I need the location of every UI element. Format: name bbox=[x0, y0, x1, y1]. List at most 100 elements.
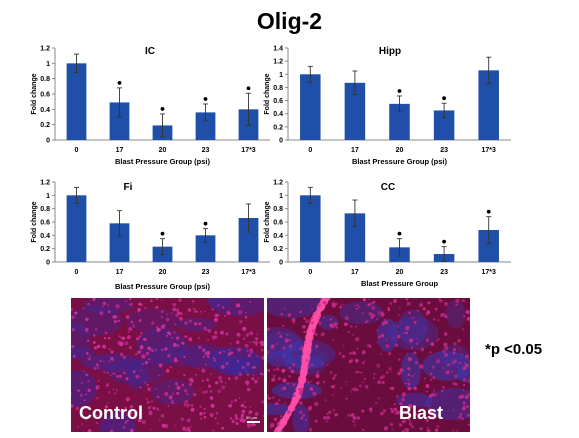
olig2-nucleus bbox=[281, 325, 284, 327]
y-axis-label: Fold change bbox=[264, 73, 271, 114]
olig2-nucleus bbox=[356, 304, 359, 307]
olig2-nucleus bbox=[117, 319, 120, 323]
olig2-nucleus bbox=[355, 337, 360, 342]
x-tick-label: 0 bbox=[75, 147, 79, 154]
olig2-nucleus bbox=[326, 412, 329, 415]
olig2-nucleus bbox=[383, 318, 386, 321]
significance-marker bbox=[442, 96, 446, 101]
olig2-nucleus bbox=[245, 333, 249, 337]
olig2-nucleus bbox=[303, 316, 307, 320]
olig2-nucleus bbox=[106, 371, 109, 374]
olig2-nucleus bbox=[179, 316, 183, 321]
olig2-nucleus bbox=[136, 337, 140, 341]
scale-bar-label: 50 µm bbox=[246, 415, 258, 420]
olig2-nucleus bbox=[240, 403, 245, 408]
olig2-nucleus bbox=[185, 430, 187, 432]
olig2-nucleus bbox=[312, 391, 317, 396]
olig2-nucleus bbox=[118, 374, 123, 378]
olig2-nucleus bbox=[155, 298, 159, 301]
olig2-nucleus bbox=[299, 401, 303, 405]
olig2-nucleus bbox=[368, 298, 370, 301]
olig2-nucleus bbox=[422, 307, 426, 311]
olig2-nucleus bbox=[251, 366, 255, 369]
dapi-region bbox=[398, 309, 428, 346]
olig2-nucleus bbox=[320, 332, 325, 337]
olig2-nucleus bbox=[183, 403, 186, 406]
olig2-nucleus bbox=[224, 382, 227, 384]
olig2-nucleus bbox=[227, 352, 231, 356]
olig2-nucleus bbox=[122, 426, 126, 429]
olig2-nucleus bbox=[244, 400, 246, 403]
olig2-nucleus bbox=[441, 389, 444, 393]
olig2-nucleus bbox=[184, 321, 188, 325]
olig2-nucleus bbox=[366, 319, 369, 323]
olig2-nucleus bbox=[104, 331, 108, 335]
olig2-nucleus bbox=[212, 429, 215, 432]
olig2-nucleus bbox=[358, 384, 362, 388]
olig2-nucleus bbox=[125, 300, 127, 302]
olig2-nucleus bbox=[355, 370, 358, 374]
olig2-nucleus bbox=[172, 392, 174, 395]
olig2-nucleus bbox=[132, 415, 137, 419]
olig2-nucleus bbox=[219, 379, 223, 384]
olig2-nucleus bbox=[170, 400, 175, 405]
olig2-nucleus bbox=[278, 399, 281, 402]
olig2-nucleus bbox=[235, 340, 240, 344]
olig2-nucleus bbox=[182, 426, 187, 431]
olig2-nucleus bbox=[179, 312, 183, 315]
dapi-region bbox=[71, 370, 97, 407]
olig2-nucleus bbox=[408, 403, 413, 409]
x-tick-label: 17*3 bbox=[241, 269, 256, 276]
olig2-nucleus bbox=[215, 381, 219, 385]
bar bbox=[195, 112, 216, 140]
olig2-nucleus bbox=[307, 314, 310, 317]
olig2-nucleus bbox=[311, 321, 314, 325]
olig2-nucleus bbox=[124, 341, 129, 346]
olig2-nucleus bbox=[340, 386, 342, 389]
x-axis-label: Blast Pressure Group (psi) bbox=[352, 157, 448, 166]
olig2-nucleus bbox=[334, 413, 338, 417]
olig2-nucleus bbox=[371, 305, 376, 310]
olig2-nucleus bbox=[261, 355, 264, 360]
dapi-region bbox=[99, 412, 136, 432]
olig2-nucleus bbox=[332, 377, 336, 380]
olig2-nucleus bbox=[347, 323, 350, 326]
y-tick-label: 0 bbox=[46, 260, 50, 267]
olig2-nucleus bbox=[276, 422, 280, 426]
dapi-region bbox=[267, 332, 303, 355]
x-tick-label: 23 bbox=[440, 269, 448, 276]
olig2-nucleus bbox=[372, 300, 376, 304]
olig2-nucleus bbox=[269, 424, 273, 429]
olig2-nucleus bbox=[112, 372, 115, 375]
olig2-nucleus bbox=[356, 388, 359, 392]
olig2-nucleus bbox=[420, 347, 425, 352]
olig2-nucleus bbox=[199, 388, 201, 391]
olig2-nucleus bbox=[141, 420, 146, 424]
olig2-nucleus bbox=[349, 390, 352, 393]
olig2-nucleus bbox=[176, 336, 180, 340]
olig2-nucleus bbox=[428, 394, 433, 398]
olig2-nucleus bbox=[267, 368, 270, 372]
olig2-nucleus bbox=[213, 317, 218, 322]
olig2-nucleus bbox=[199, 412, 203, 416]
olig2-nucleus bbox=[390, 407, 394, 411]
micrograph-blast-image bbox=[267, 298, 470, 432]
olig2-nucleus bbox=[362, 298, 367, 302]
dapi-region bbox=[84, 353, 146, 373]
olig2-nucleus bbox=[115, 304, 120, 309]
olig2-nucleus bbox=[361, 381, 364, 384]
olig2-nucleus bbox=[332, 394, 334, 396]
olig2-nucleus bbox=[275, 342, 278, 346]
chart-title: IC bbox=[145, 46, 155, 57]
olig2-nucleus bbox=[253, 366, 257, 369]
olig2-nucleus bbox=[192, 307, 196, 311]
olig2-nucleus bbox=[356, 347, 359, 350]
olig2-nucleus bbox=[86, 351, 89, 355]
olig2-nucleus bbox=[430, 342, 435, 346]
y-tick-label: 0.2 bbox=[40, 122, 50, 129]
olig2-nucleus bbox=[138, 318, 142, 322]
olig2-nucleus bbox=[467, 392, 470, 397]
olig2-nucleus bbox=[226, 310, 231, 315]
olig2-nucleus bbox=[382, 321, 386, 326]
olig2-nucleus bbox=[326, 416, 330, 420]
